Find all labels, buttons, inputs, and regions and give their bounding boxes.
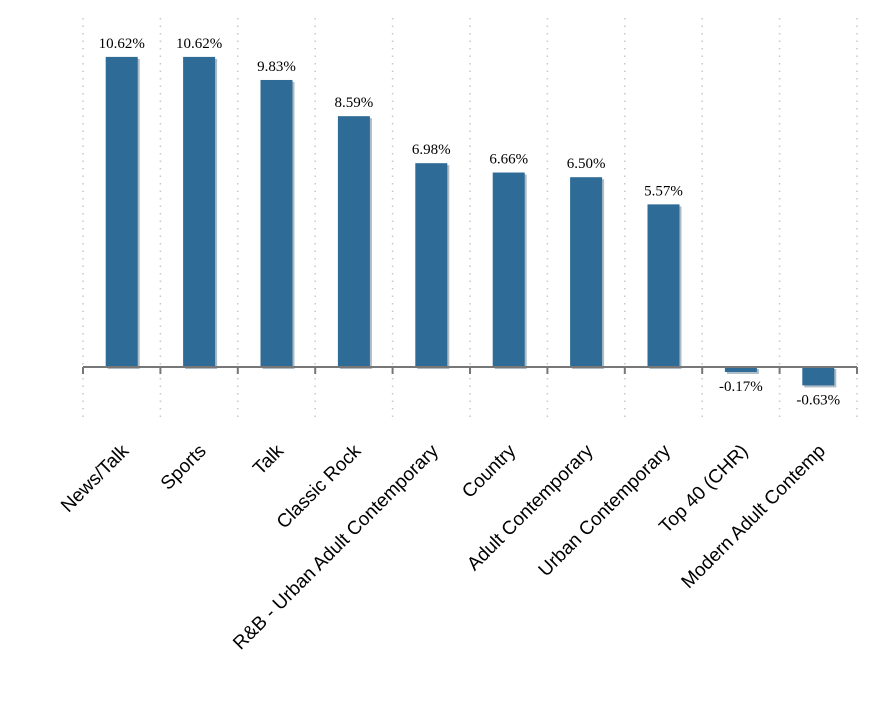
- data-label: 10.62%: [99, 36, 145, 52]
- data-label: -0.17%: [719, 379, 763, 395]
- x-axis: [82, 366, 858, 374]
- data-label: 10.62%: [176, 36, 222, 52]
- category-label: Modern Adult Contemp: [678, 441, 830, 593]
- category-label: Talk: [249, 440, 288, 479]
- bar: [492, 172, 525, 367]
- data-label: 6.50%: [567, 156, 606, 172]
- category-label: Urban Contemporary: [535, 440, 676, 581]
- bars: [105, 56, 837, 388]
- bar: [647, 204, 680, 367]
- data-label: 5.57%: [644, 183, 683, 199]
- data-labels: 10.62% 10.62% 9.83% 8.59% 6.98% 6.66% 6.50% 5.5…: [99, 36, 841, 408]
- data-label: 6.66%: [489, 152, 528, 168]
- bar: [724, 367, 757, 372]
- bar: [802, 367, 835, 386]
- bar: [183, 56, 216, 368]
- category-label: Country: [458, 440, 520, 502]
- bar: [570, 177, 603, 367]
- category-label: Adult Contemporary: [463, 440, 598, 575]
- data-label: -0.63%: [796, 392, 840, 408]
- bar: [105, 56, 138, 368]
- category-label: News/Talk: [57, 440, 133, 516]
- bar: [415, 163, 448, 367]
- bar: [337, 116, 370, 367]
- data-label: 9.83%: [257, 59, 296, 75]
- bar: [260, 79, 293, 368]
- category-label: Sports: [157, 441, 211, 495]
- data-label: 8.59%: [335, 95, 374, 111]
- data-label: 6.98%: [412, 142, 451, 158]
